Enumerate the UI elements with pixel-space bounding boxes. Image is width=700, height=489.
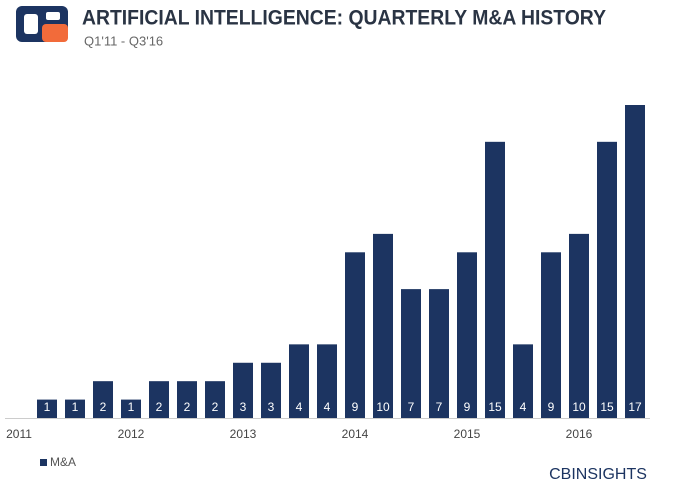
legend-swatch: [40, 459, 47, 466]
bar: [485, 141, 505, 418]
bar-label: 2: [184, 400, 191, 414]
bar-label: 10: [572, 400, 586, 414]
bar: [289, 344, 309, 418]
x-tick-label: 2015: [454, 427, 481, 441]
bar: [261, 362, 281, 418]
x-tick-label: 2012: [118, 427, 145, 441]
x-tick-label: 2013: [230, 427, 257, 441]
bar-label: 9: [464, 400, 471, 414]
bar-label: 3: [268, 400, 275, 414]
bar: [625, 105, 645, 418]
bar-label: 7: [436, 400, 443, 414]
bar-label: 15: [488, 400, 502, 414]
bar: [513, 344, 533, 418]
source-logo: CBINSIGHTS: [549, 466, 647, 483]
bar-label: 2: [100, 400, 107, 414]
bar: [317, 344, 337, 418]
bar-label: 9: [548, 400, 555, 414]
logo: [16, 6, 68, 42]
bar-label: 10: [376, 400, 390, 414]
bar: [205, 381, 225, 418]
bar: [457, 252, 477, 418]
chart-title: ARTIFICIAL INTELLIGENCE: QUARTERLY M&A H…: [82, 7, 606, 30]
bar: [373, 233, 393, 418]
bar: [177, 381, 197, 418]
bar-label: 4: [296, 400, 303, 414]
legend-label: M&A: [50, 455, 76, 469]
bar: [149, 381, 169, 418]
bar: [65, 399, 85, 418]
bar: [93, 381, 113, 418]
x-tick-label: 2011: [6, 427, 32, 441]
x-tick-label: 2016: [566, 427, 593, 441]
bar-label: 15: [600, 400, 614, 414]
bar: [37, 399, 57, 418]
bar: [345, 252, 365, 418]
bar-label: 1: [44, 400, 51, 414]
bar: [541, 252, 561, 418]
bar: [429, 289, 449, 418]
bar-label: 3: [240, 400, 247, 414]
chart-subtitle: Q1'11 - Q3'16: [84, 33, 163, 48]
bar: [569, 233, 589, 418]
bar: [121, 399, 141, 418]
bar-label: 7: [408, 400, 415, 414]
bar-label: 2: [156, 400, 163, 414]
bar-label: 1: [128, 400, 135, 414]
bar: [597, 141, 617, 418]
bar-label: 17: [628, 400, 642, 414]
bar-label: 1: [72, 400, 79, 414]
bar-label: 4: [324, 400, 331, 414]
bar-label: 2: [212, 400, 219, 414]
bar: [233, 362, 253, 418]
bar-label: 4: [520, 400, 527, 414]
x-tick-label: 2014: [342, 427, 369, 441]
bar-label: 9: [352, 400, 359, 414]
bar: [401, 289, 421, 418]
